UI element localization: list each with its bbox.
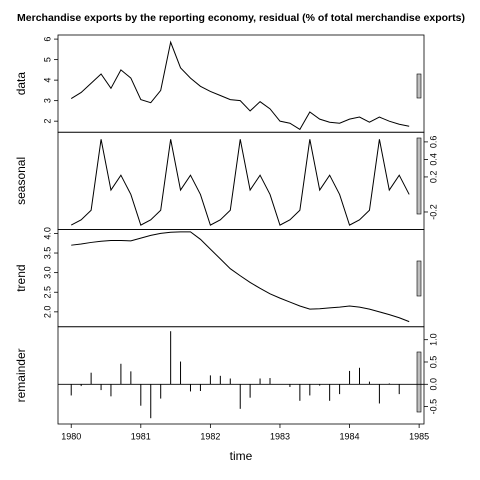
range-bar (416, 351, 422, 413)
y-tick-label: 0.0 (428, 378, 438, 391)
y-tick-label: 2.0 (42, 306, 52, 319)
x-tick-label: 1985 (409, 431, 429, 441)
y-tick-label: 3.5 (42, 247, 52, 260)
y-tick-label: 2 (42, 119, 52, 124)
y-tick-label: 1.0 (428, 333, 438, 346)
y-tick-label: -0.5 (428, 399, 438, 415)
y-tick-label: 4 (42, 78, 52, 83)
y-tick-label: 3.0 (42, 266, 52, 279)
x-tick-label: 1984 (340, 431, 360, 441)
panel-label: data (14, 72, 28, 96)
range-bar (416, 260, 422, 297)
y-tick-label: 0.6 (428, 136, 438, 149)
panel-label: seasonal (14, 157, 28, 205)
y-tick-label: -0.2 (428, 204, 438, 220)
y-tick-label: 4.0 (42, 227, 52, 240)
range-bar (416, 73, 422, 99)
panel-frame (57, 229, 425, 328)
series-line (71, 231, 410, 323)
panel-label: remainder (14, 348, 28, 402)
range-bars (416, 73, 422, 413)
y-tick-label: 2.5 (42, 286, 52, 299)
y-tick-label: 0.2 (428, 171, 438, 184)
x-axis-title: time (230, 449, 253, 463)
y-tick-label: 0.4 (428, 153, 438, 166)
x-tick-label: 1980 (61, 431, 81, 441)
series-line (70, 40, 410, 131)
x-tick-label: 1981 (131, 431, 151, 441)
panel-frame (57, 326, 425, 425)
chart-title: Merchandise exports by the reporting eco… (17, 12, 465, 24)
x-tick-label: 1983 (270, 431, 290, 441)
panel-frame (57, 131, 425, 230)
panel-label: trend (14, 264, 28, 291)
y-tick-label: 5 (42, 57, 52, 62)
y-tick-label: 0.5 (428, 356, 438, 369)
range-bar (416, 137, 422, 215)
x-tick-label: 1982 (200, 431, 220, 441)
series-line (70, 139, 410, 226)
y-tick-label: 6 (42, 37, 52, 42)
panel-frame (57, 34, 425, 133)
y-tick-label: 3 (42, 98, 52, 103)
